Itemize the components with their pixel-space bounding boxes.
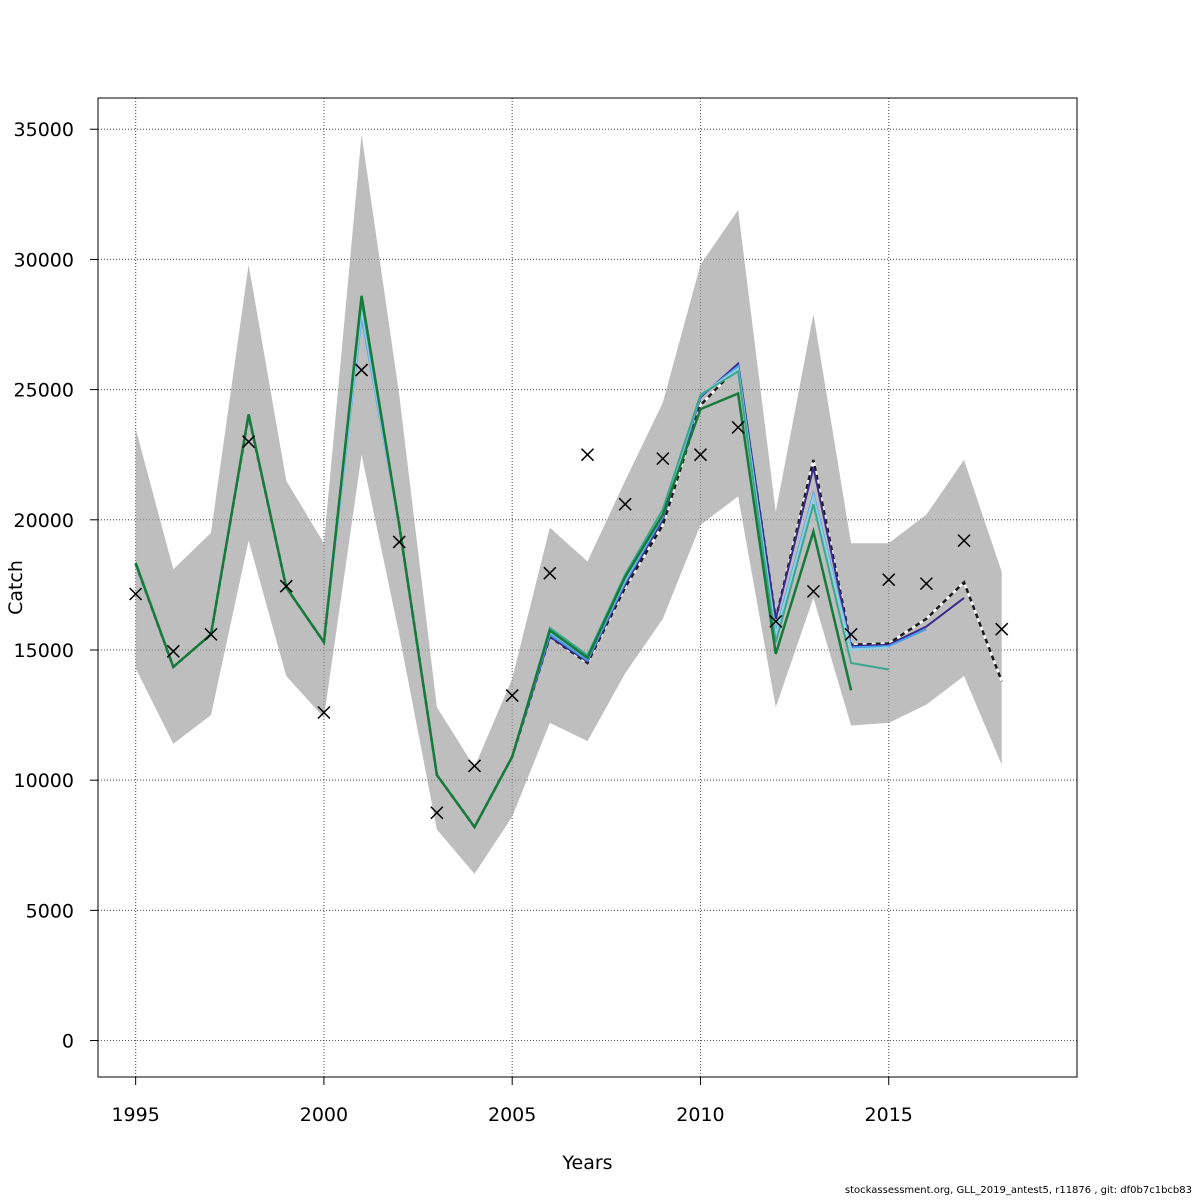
observed-point	[166, 644, 180, 658]
y-tick-label: 15000	[14, 640, 74, 662]
series-layer	[134, 295, 1003, 830]
observed-point-stroke	[806, 584, 820, 598]
observed-point	[242, 435, 256, 449]
plot-frame	[97, 97, 1078, 1078]
observed-point-stroke	[580, 448, 595, 462]
observed-point	[355, 363, 369, 377]
observed-point-stroke	[129, 587, 143, 601]
observed-point-stroke	[919, 577, 933, 591]
observed-point	[693, 448, 707, 462]
observed-point	[844, 627, 858, 641]
observed-point-stroke	[618, 497, 632, 511]
y-tick-label: 20000	[14, 510, 74, 532]
observed-point	[806, 584, 820, 598]
y-axis-ticks: 0 5000 10000 15000 20000 25000 30000 35000	[14, 119, 98, 1053]
observed-points-layer	[129, 363, 1009, 820]
observed-point	[919, 577, 933, 591]
observed-point-stroke	[995, 622, 1009, 636]
observed-point-stroke	[468, 759, 482, 773]
grid-lines-overlay	[98, 98, 1077, 1077]
y-tick-label: 35000	[14, 119, 74, 141]
observed-point-stroke	[693, 448, 707, 462]
x-tick-label: 2015	[865, 1104, 913, 1126]
observed-point-stroke	[769, 614, 783, 628]
x-tick-label: 2010	[676, 1104, 724, 1126]
observed-point-stroke	[166, 644, 180, 658]
observed-point	[618, 497, 632, 511]
y-tick-label: 0	[62, 1031, 74, 1053]
observed-point	[430, 806, 444, 820]
y-tick-label: 10000	[14, 770, 74, 792]
observed-point	[731, 420, 745, 434]
y-axis-label: Catch	[5, 560, 27, 615]
uncertainty-band	[135, 134, 1002, 874]
series-line	[134, 295, 853, 830]
y-tick-label: 30000	[14, 249, 74, 271]
observed-point-stroke	[505, 689, 519, 703]
observed-point	[580, 448, 595, 462]
observed-point	[656, 452, 670, 466]
observed-point	[543, 566, 557, 580]
observed-point-stroke	[392, 535, 406, 549]
observed-point	[882, 573, 896, 587]
observed-point	[769, 614, 783, 628]
observed-point-stroke	[543, 566, 557, 580]
x-tick-label: 2005	[488, 1104, 536, 1126]
observed-point	[279, 579, 293, 593]
observed-point-stroke	[957, 534, 971, 548]
x-axis-label: Years	[561, 1152, 612, 1174]
footer-credit: stockassessment.org, GLL_2019_antest5, r…	[844, 1185, 1192, 1196]
observed-point-stroke	[430, 806, 444, 820]
observed-point	[995, 622, 1009, 636]
observed-point-stroke	[844, 627, 858, 641]
x-axis-ticks: 1995 2000 2005 2010 2015	[111, 1077, 913, 1126]
observed-point-stroke	[656, 452, 670, 466]
observed-point	[392, 535, 406, 549]
observed-point-stroke	[882, 573, 896, 587]
observed-point-stroke	[279, 579, 293, 593]
x-tick-label: 1995	[111, 1104, 159, 1126]
observed-point	[468, 759, 482, 773]
y-tick-label: 25000	[14, 380, 74, 402]
x-tick-label: 2000	[300, 1104, 348, 1126]
uncertainty-band-layer	[135, 134, 1002, 874]
observed-point-stroke	[242, 435, 256, 449]
observed-point-stroke	[355, 363, 369, 377]
observed-point	[204, 627, 218, 641]
observed-point-stroke	[204, 627, 218, 641]
observed-point-stroke	[731, 420, 745, 434]
observed-point-stroke	[317, 705, 331, 720]
observed-point	[505, 689, 519, 703]
observed-point	[957, 534, 971, 548]
observed-point	[129, 587, 143, 601]
y-tick-label: 5000	[26, 900, 74, 922]
observed-point	[317, 705, 331, 720]
